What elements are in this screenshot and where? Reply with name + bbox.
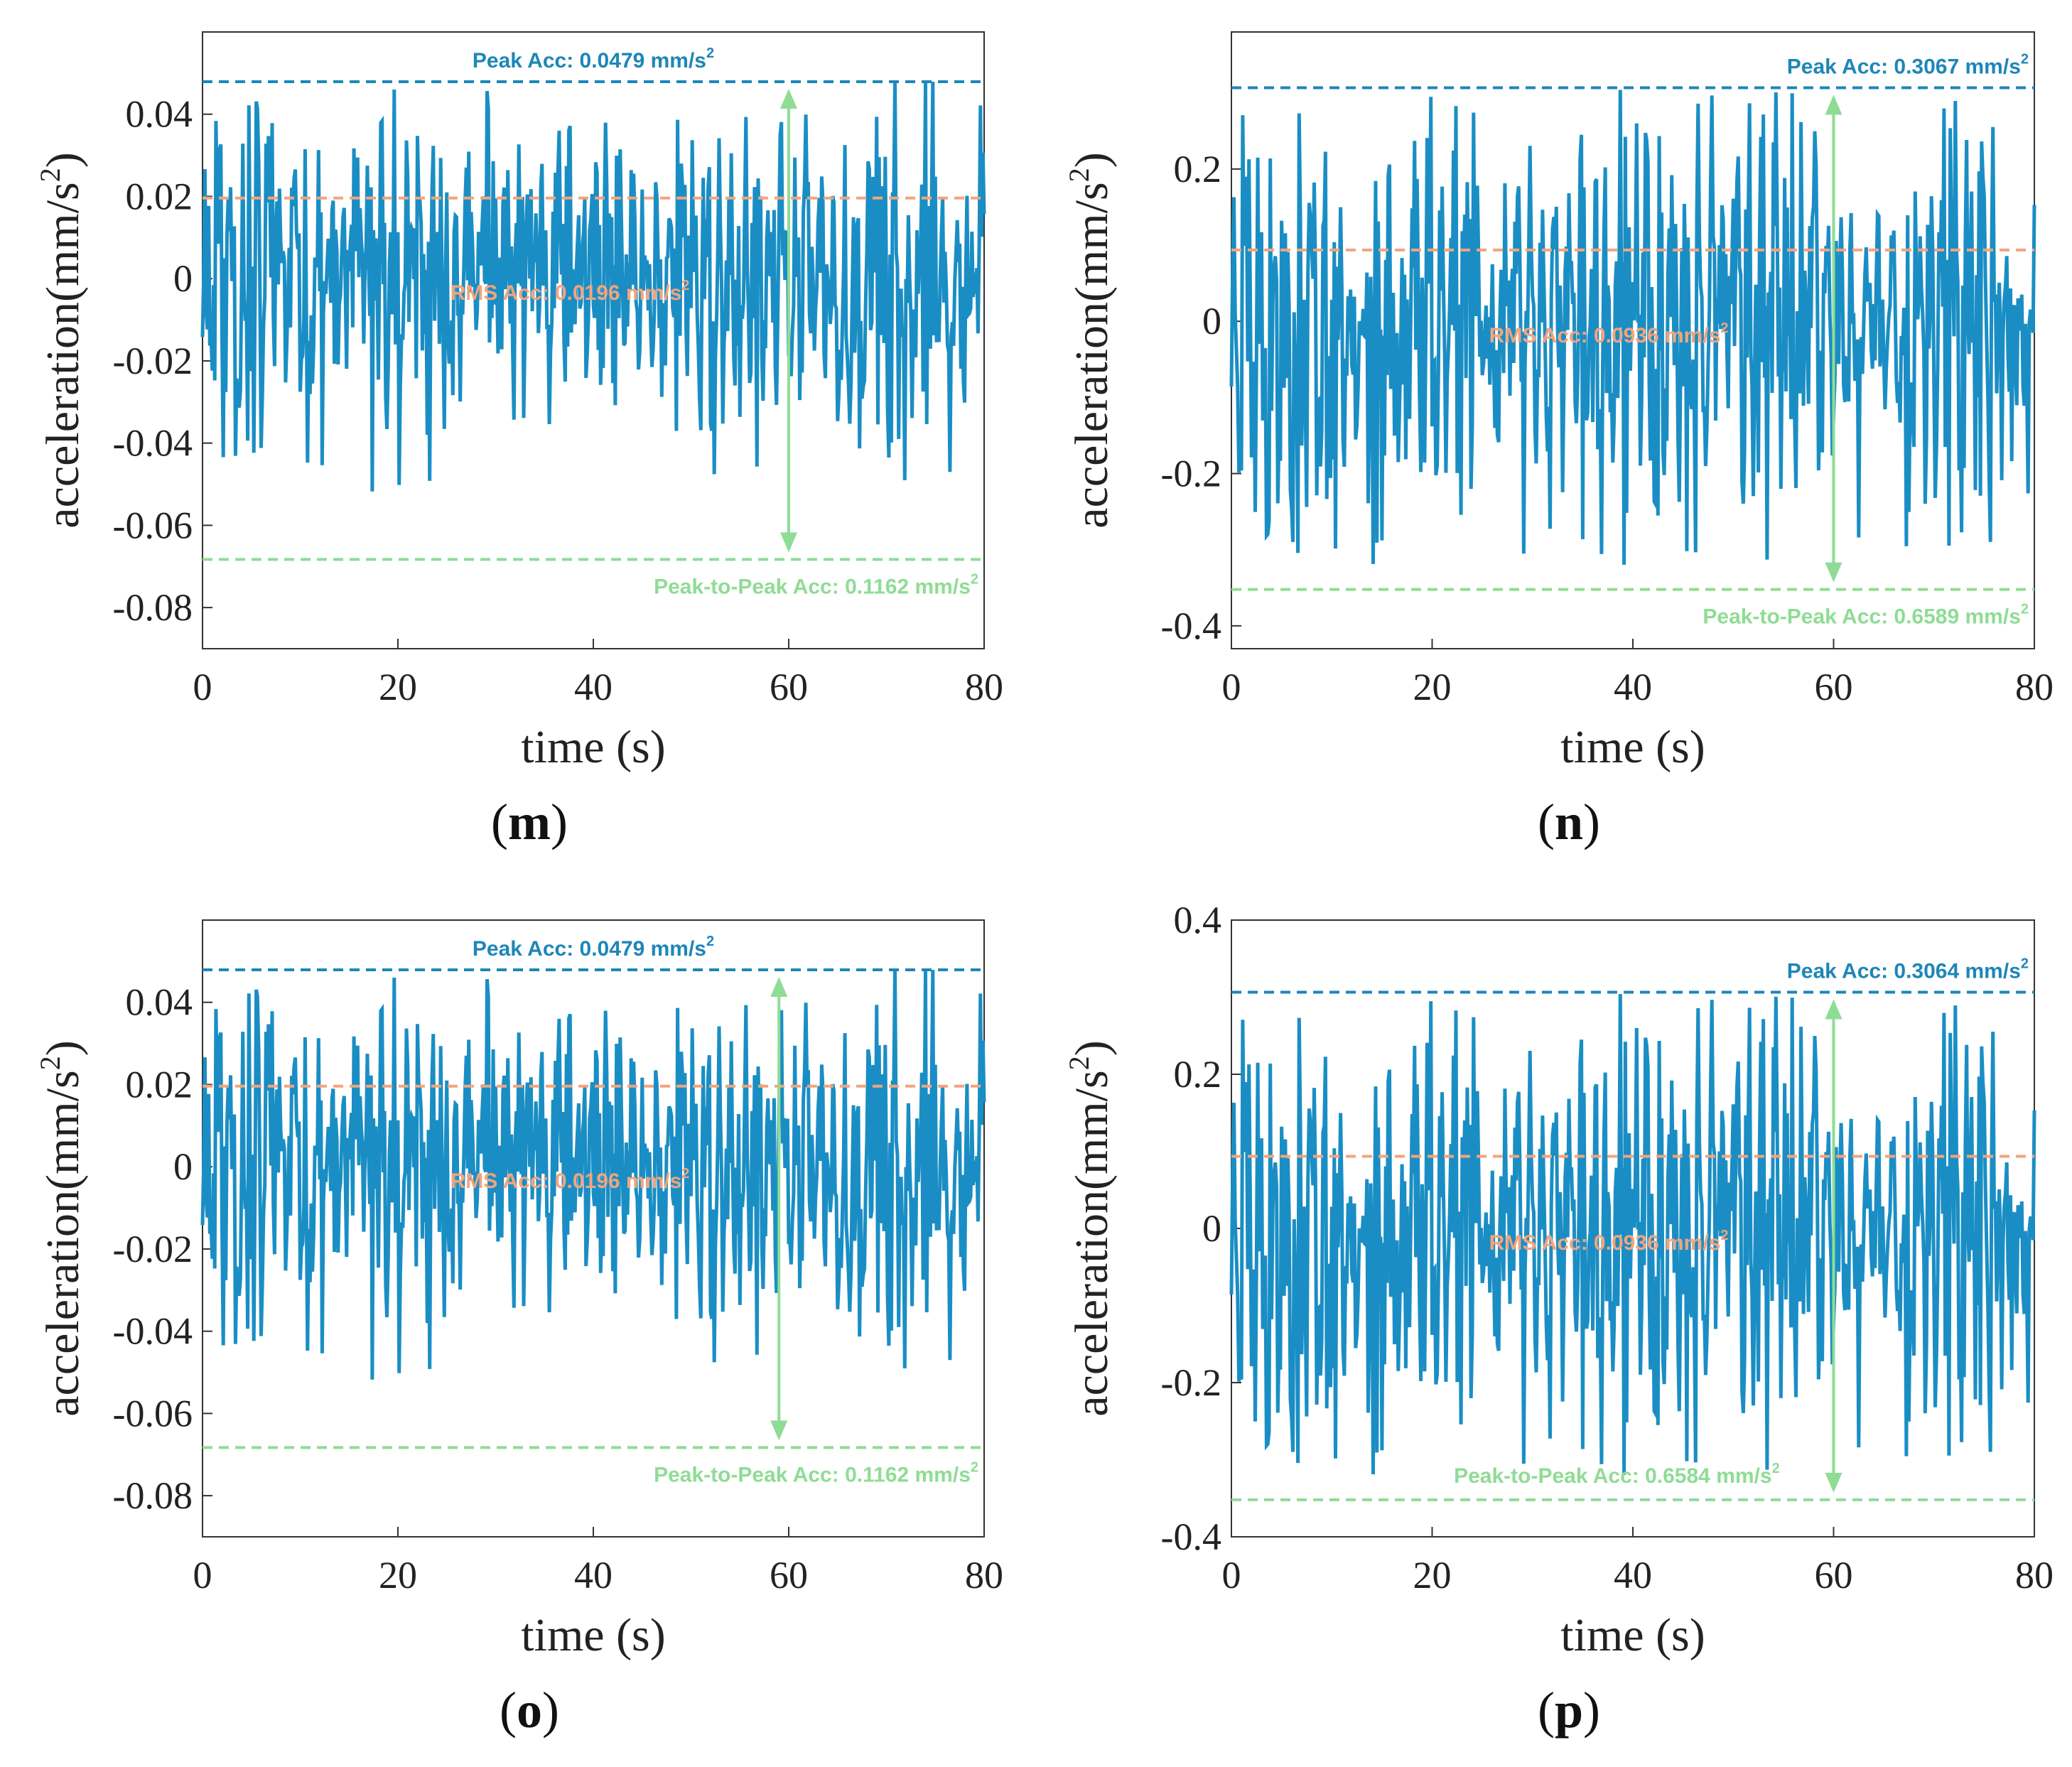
- peak-to-peak-annotation: Peak-to-Peak Acc: 0.6584 mm/s2: [1454, 1461, 1780, 1488]
- x-tick-label: 40: [574, 1554, 613, 1596]
- panel-label: (n): [1538, 794, 1600, 850]
- peak-to-peak-annotation: Peak-to-Peak Acc: 0.1162 mm/s2: [654, 571, 978, 598]
- peak-annotation: Peak Acc: 0.0479 mm/s2: [473, 934, 714, 961]
- peak-to-peak-arrow: [770, 977, 788, 1441]
- x-tick-label: 0: [1222, 1554, 1241, 1596]
- x-tick-label: 0: [193, 1554, 212, 1596]
- x-tick-label: 40: [1614, 666, 1652, 708]
- x-axis-label: time (s): [521, 721, 665, 773]
- y-tick-label: -0.2: [1161, 1361, 1221, 1404]
- x-tick-label: 0: [1222, 666, 1241, 708]
- x-tick-label: 80: [965, 666, 1003, 708]
- chart-panel-p: 0.4 0.2 0 -0.2 -0.4 0 20 40 60 80 Peak Acc: 0.30…: [1063, 899, 2054, 1739]
- y-axis-label: acceleration(mm/s2): [1063, 152, 1118, 528]
- arrow-head-down: [780, 532, 797, 553]
- y-tick-label: 0: [173, 1145, 193, 1188]
- x-tick-label: 0: [193, 666, 212, 708]
- arrow-head-down: [1825, 562, 1842, 583]
- arrow-head-down: [1825, 1472, 1842, 1493]
- y-tick-label: 0: [1202, 1207, 1221, 1250]
- x-tick-label: 60: [770, 666, 808, 708]
- y-tick-label: -0.08: [113, 1474, 193, 1517]
- peak-annotation: Peak Acc: 0.3067 mm/s2: [1787, 52, 2029, 79]
- chart-panel-m: 0.040.020-0.02-0.04-0.06-0.08 0 20 40 60 80 …: [34, 31, 1003, 850]
- x-tick-label: 60: [1815, 666, 1853, 708]
- y-tick-label: 0.04: [126, 93, 193, 136]
- arrow-head-up: [1825, 94, 1842, 115]
- x-tick-label: 80: [965, 1554, 1003, 1596]
- rms-annotation: RMS Acc: 0.0196 mm/s2: [450, 1166, 690, 1193]
- peak-to-peak-arrow: [1825, 94, 1842, 583]
- y-tick-label: -0.02: [113, 1228, 193, 1270]
- y-tick-label: 0.02: [126, 175, 193, 217]
- peak-to-peak-annotation: Peak-to-Peak Acc: 0.6589 mm/s2: [1703, 602, 2029, 629]
- x-tick-label: 20: [1413, 1554, 1452, 1596]
- peak-to-peak-arrow: [1825, 999, 1842, 1493]
- peak-to-peak-annotation: Peak-to-Peak Acc: 0.1162 mm/s2: [654, 1459, 978, 1486]
- x-tick-label: 80: [2015, 1554, 2054, 1596]
- panel-label: (o): [500, 1682, 559, 1739]
- panel-label: (m): [491, 794, 568, 850]
- y-tick-label: 0.2: [1174, 1053, 1222, 1096]
- chart-panel-n: 0.2 0 -0.2 -0.4 0 20 40 60 80 Peak Acc: 0.3067 …: [1063, 31, 2054, 850]
- plot-area: [202, 31, 985, 649]
- arrow-head-up: [770, 977, 788, 998]
- rms-annotation: RMS Acc: 0.0936 mm/s2: [1489, 320, 1729, 347]
- y-tick-label: -0.02: [113, 340, 193, 382]
- y-tick-label: 0.4: [1174, 899, 1222, 941]
- panel-label: (p): [1538, 1682, 1600, 1739]
- x-tick-label: 60: [770, 1554, 808, 1596]
- x-axis-label: time (s): [1560, 721, 1705, 773]
- rms-annotation: RMS Acc: 0.0196 mm/s2: [450, 278, 690, 305]
- y-axis-label: acceleration(mm/s2): [1063, 1040, 1118, 1416]
- x-tick-label: 20: [379, 666, 417, 708]
- x-axis-label: time (s): [521, 1609, 665, 1661]
- y-tick-label: -0.4: [1161, 605, 1221, 647]
- x-tick-label: 60: [1815, 1554, 1853, 1596]
- plot-area: [202, 919, 985, 1538]
- y-tick-label: 0: [1202, 300, 1221, 342]
- y-tick-label: -0.08: [113, 586, 193, 629]
- acceleration-series-line: [1229, 994, 2036, 1476]
- y-tick-label: -0.2: [1161, 453, 1221, 495]
- y-tick-label: -0.06: [113, 504, 193, 546]
- y-tick-label: 0: [173, 257, 193, 300]
- y-axis-label: acceleration(mm/s2): [34, 1040, 89, 1416]
- acceleration-series-line: [200, 81, 986, 492]
- arrow-head-up: [1825, 999, 1842, 1020]
- x-tick-label: 80: [2015, 666, 2054, 708]
- y-tick-label: 0.2: [1174, 148, 1222, 190]
- y-tick-label: 0.04: [126, 981, 193, 1024]
- x-axis-label: time (s): [1560, 1609, 1705, 1661]
- peak-to-peak-arrow: [780, 89, 797, 553]
- peak-annotation: Peak Acc: 0.0479 mm/s2: [473, 45, 714, 72]
- arrow-head-up: [780, 89, 797, 109]
- chart-panel-o: 0.040.020-0.02-0.04-0.06-0.08 0 20 40 60 80 …: [34, 919, 1003, 1739]
- y-tick-label: -0.06: [113, 1392, 193, 1434]
- y-axis-label: acceleration(mm/s2): [34, 152, 89, 528]
- rms-annotation: RMS Acc: 0.0936 mm/s2: [1489, 1228, 1729, 1255]
- y-tick-label: -0.04: [113, 1310, 193, 1353]
- y-tick-label: 0.02: [126, 1063, 193, 1106]
- arrow-head-down: [770, 1420, 788, 1441]
- acceleration-series-line: [200, 969, 986, 1380]
- acceleration-series-line: [1229, 90, 2036, 565]
- x-tick-label: 40: [1614, 1554, 1652, 1596]
- peak-annotation: Peak Acc: 0.3064 mm/s2: [1787, 956, 2029, 983]
- y-tick-label: -0.04: [113, 422, 193, 465]
- x-tick-label: 20: [379, 1554, 417, 1596]
- y-tick-label: -0.4: [1161, 1515, 1221, 1558]
- x-tick-label: 40: [574, 666, 613, 708]
- x-tick-label: 20: [1413, 666, 1452, 708]
